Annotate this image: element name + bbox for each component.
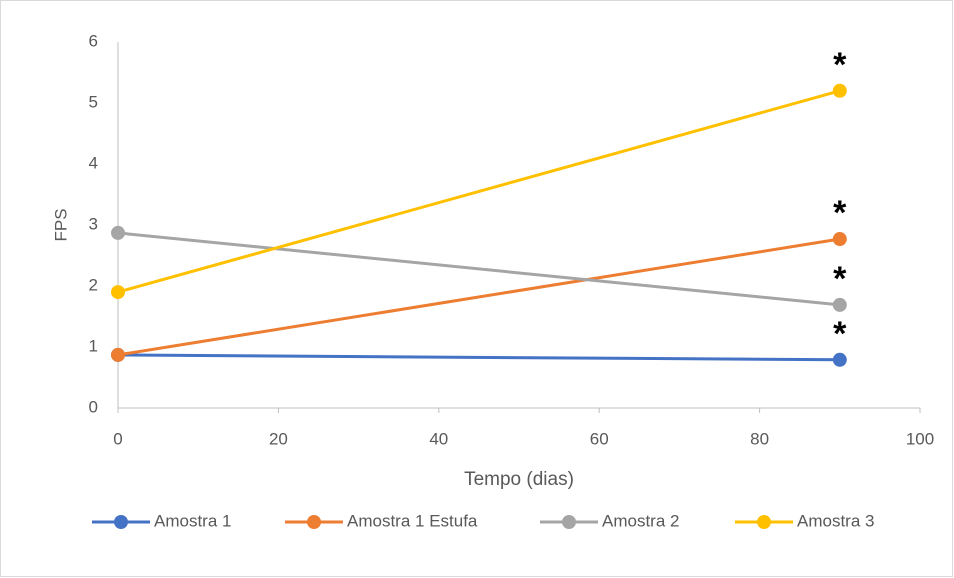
data-point — [832, 297, 847, 312]
series-line — [117, 237, 841, 357]
legend-label: Amostra 3 — [797, 511, 874, 530]
data-point — [832, 83, 847, 98]
x-tick-label: 0 — [113, 429, 122, 448]
y-tick-label: 6 — [89, 31, 98, 50]
legend-marker — [307, 515, 321, 529]
x-tick-label: 40 — [429, 429, 448, 448]
x-tick-label: 60 — [590, 429, 609, 448]
legend-marker — [114, 515, 128, 529]
x-tick-label: 20 — [269, 429, 288, 448]
point-label: * — [833, 194, 847, 232]
point-label: * — [833, 260, 847, 298]
y-tick-label: 5 — [89, 92, 98, 111]
data-point — [111, 225, 125, 240]
legend-marker — [562, 515, 576, 529]
x-axis-label: Tempo (dias) — [464, 469, 574, 490]
legend-label: Amostra 1 Estufa — [347, 511, 478, 530]
legend-marker — [757, 515, 771, 529]
series-line — [117, 353, 840, 362]
x-tick-label: 100 — [906, 429, 934, 448]
data-point — [832, 352, 847, 367]
legend-label: Amostra 2 — [602, 511, 679, 530]
y-axis-label: FPS — [51, 208, 70, 241]
data-point — [832, 232, 847, 247]
point-label: * — [833, 46, 847, 84]
legend-label: Amostra 1 — [154, 511, 231, 530]
y-tick-label: 0 — [89, 397, 98, 416]
y-tick-label: 3 — [89, 214, 98, 233]
series-line — [117, 231, 840, 307]
y-tick-label: 2 — [89, 275, 98, 294]
x-tick-label: 80 — [750, 429, 769, 448]
point-label: * — [833, 315, 847, 353]
y-tick-label: 1 — [89, 336, 98, 355]
y-tick-label: 4 — [89, 153, 98, 172]
data-point — [111, 347, 125, 362]
data-point — [111, 285, 125, 300]
series-line — [117, 89, 841, 294]
